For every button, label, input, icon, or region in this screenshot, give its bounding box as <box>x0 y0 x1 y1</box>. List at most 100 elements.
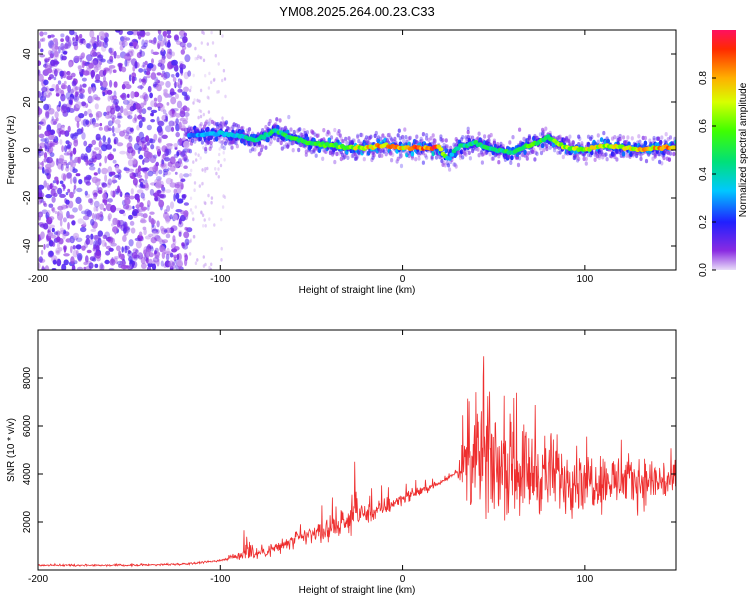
snr-y-ticks: 2000 4000 6000 8000 <box>22 366 676 533</box>
noise-speckle <box>106 89 113 95</box>
noise-speckle <box>42 117 48 121</box>
noise-speckle <box>192 217 195 222</box>
noise-speckle <box>199 114 203 119</box>
ridge-halo <box>466 126 470 131</box>
noise-speckle <box>141 78 147 86</box>
ridge-halo <box>522 136 526 142</box>
noise-speckle <box>157 128 164 136</box>
noise-speckle <box>197 115 200 120</box>
noise-speckle <box>170 143 173 150</box>
noise-speckle <box>149 92 154 99</box>
noise-speckle <box>149 211 155 215</box>
ridge-halo <box>442 160 446 166</box>
ridge-band <box>206 126 210 132</box>
ridge-halo <box>264 145 268 150</box>
ridge-halo <box>446 163 451 168</box>
ridge-halo <box>415 134 419 139</box>
noise-speckle <box>83 140 88 147</box>
noise-speckle <box>59 180 64 185</box>
noise-speckle <box>60 33 65 38</box>
noise-speckle <box>200 56 203 60</box>
noise-speckle <box>166 247 170 255</box>
noise-speckle <box>69 159 74 166</box>
ridge-halo <box>360 133 364 138</box>
noise-speckle <box>43 203 48 207</box>
noise-speckle <box>88 62 94 69</box>
noise-speckle <box>94 213 97 221</box>
ridge-halo <box>651 156 655 161</box>
noise-speckle <box>52 180 57 184</box>
noise-speckle <box>161 134 168 139</box>
ridge-halo <box>577 156 581 162</box>
ridge-halo <box>390 158 394 163</box>
noise-speckle <box>221 205 225 209</box>
ridge-halo <box>241 125 245 131</box>
noise-speckle <box>49 250 54 257</box>
noise-speckle <box>203 218 206 222</box>
ridge-band <box>510 155 514 161</box>
noise-speckle <box>44 137 49 144</box>
noise-speckle <box>165 189 172 194</box>
colorbar-tick-label: 0.6 <box>698 119 709 133</box>
noise-speckle <box>55 230 61 237</box>
noise-speckle <box>158 199 165 208</box>
ridge-halo <box>601 152 605 157</box>
ridge-halo <box>425 136 429 141</box>
noise-speckle <box>71 80 77 87</box>
noise-speckle <box>183 252 188 258</box>
noise-speckle <box>81 210 88 215</box>
noise-speckle <box>157 94 163 103</box>
noise-speckle <box>86 54 93 62</box>
noise-speckle <box>152 51 160 55</box>
noise-speckle <box>201 181 204 186</box>
noise-speckle <box>146 142 150 146</box>
noise-speckle <box>61 82 66 90</box>
noise-speckle <box>100 262 104 269</box>
noise-speckle <box>148 233 154 237</box>
noise-speckle <box>87 95 95 103</box>
noise-speckle <box>203 200 206 205</box>
noise-speckle <box>217 175 220 179</box>
ridge-halo <box>379 136 383 141</box>
noise-speckle <box>63 43 69 50</box>
ridge-halo <box>584 161 588 166</box>
noise-speckle <box>150 109 158 114</box>
ridge-halo <box>207 121 211 127</box>
noise-speckle <box>159 193 167 199</box>
noise-speckle <box>38 107 43 115</box>
ridge-halo <box>568 134 572 139</box>
ridge-halo <box>327 131 331 136</box>
noise-speckle <box>60 38 64 42</box>
noise-speckle <box>102 135 106 143</box>
noise-speckle <box>47 232 54 237</box>
ridge-halo <box>333 127 337 133</box>
ridge-core <box>447 156 452 161</box>
ridge-halo <box>275 117 279 122</box>
noise-speckle <box>62 217 67 223</box>
noise-speckle <box>132 65 136 72</box>
noise-speckle <box>175 123 180 132</box>
noise-speckle <box>127 266 132 270</box>
noise-speckle <box>132 177 138 186</box>
noise-speckle <box>174 183 181 189</box>
noise-speckle <box>189 172 192 177</box>
noise-speckle <box>155 182 162 189</box>
noise-speckle <box>189 208 193 212</box>
noise-speckle <box>94 103 99 110</box>
ridge-halo <box>404 135 408 140</box>
noise-speckle <box>95 73 101 82</box>
ridge-halo <box>461 155 465 160</box>
ridge-halo <box>269 139 273 144</box>
noise-speckle <box>138 30 145 37</box>
noise-speckle <box>70 88 74 94</box>
noise-speckle <box>93 147 100 151</box>
ridge-halo <box>626 135 630 140</box>
noise-speckle <box>148 166 155 172</box>
noise-speckle <box>49 152 55 158</box>
noise-speckle <box>97 237 102 246</box>
noise-speckle <box>122 129 127 134</box>
noise-speckle <box>160 63 165 71</box>
noise-speckle <box>176 186 182 194</box>
noise-speckle <box>45 94 51 98</box>
ridge-halo <box>315 133 319 138</box>
